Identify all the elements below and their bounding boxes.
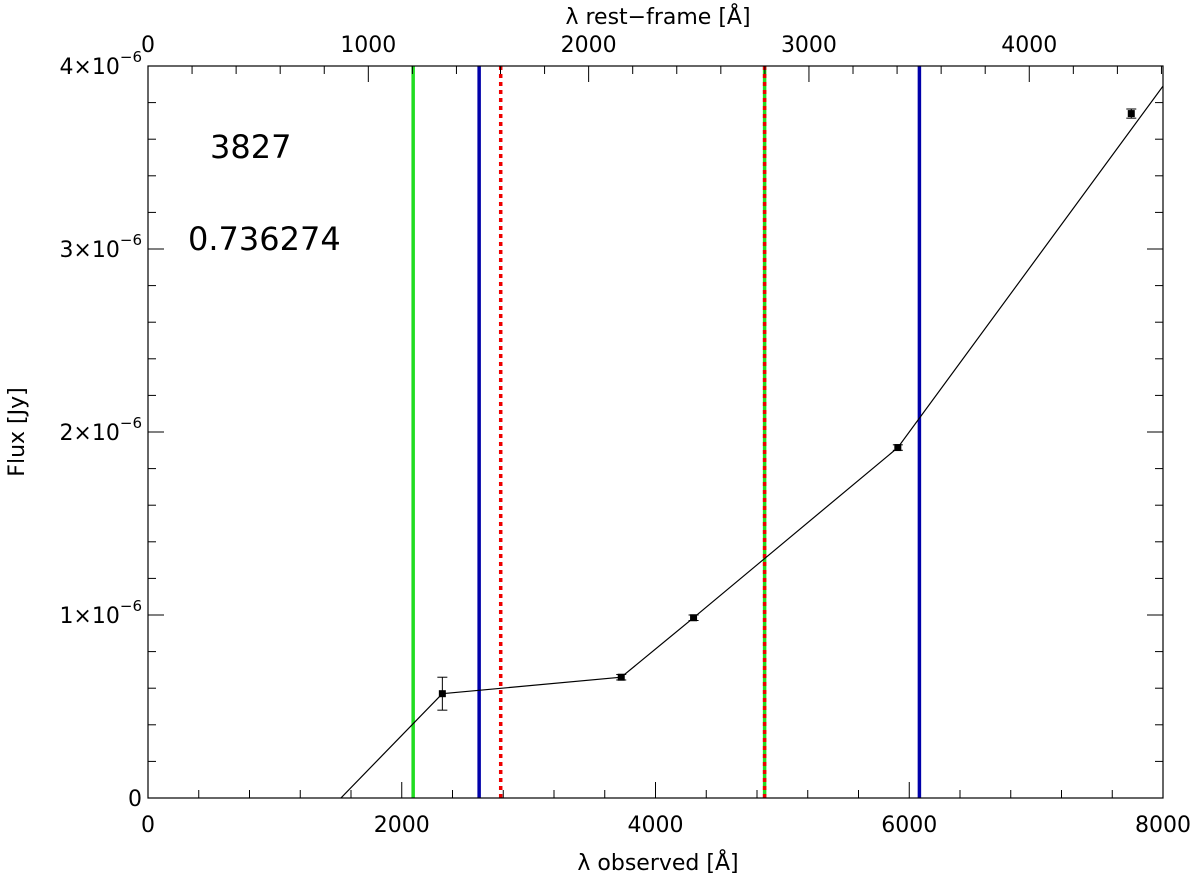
data-points	[437, 108, 1137, 711]
x-tick-label-4: 8000	[1135, 813, 1191, 838]
annotation-id: 3827	[210, 128, 291, 166]
y-tick-label-4: 4×10−6	[59, 48, 142, 80]
y-tick-label-2: 2×10−6	[59, 414, 142, 446]
vertical-lines	[411, 66, 922, 798]
marker-2	[690, 614, 698, 622]
data-point-0	[437, 676, 448, 711]
y-tick-exponent-4: −6	[120, 48, 142, 66]
data-point-1	[616, 673, 627, 681]
y-axis-title: Flux [Jy]	[5, 387, 30, 476]
y-tick-label-3: 3×10−6	[59, 231, 142, 263]
axes	[147, 65, 1164, 799]
x2-tick-label-0: 0	[141, 33, 155, 58]
x-tick-label-2: 4000	[628, 813, 684, 838]
marker-1	[617, 673, 625, 681]
data-point-3	[892, 444, 903, 452]
plot-frame	[147, 65, 1164, 799]
x-tick-label-1: 2000	[374, 813, 430, 838]
x2-tick-label-4: 4000	[1001, 33, 1057, 58]
data-point-4	[1126, 108, 1137, 119]
annotation-value: 0.736274	[188, 220, 341, 258]
y-tick-mantissa-3: 3×10	[59, 238, 119, 263]
model-line	[340, 85, 1163, 798]
y-tick-exponent-2: −6	[120, 414, 142, 432]
y-tick-exponent-3: −6	[120, 231, 142, 249]
marker-4	[1127, 110, 1135, 118]
y-tick-exponent-1: −6	[120, 597, 142, 615]
y-tick-mantissa-2: 2×10	[59, 421, 119, 446]
y-tick-label-1: 1×10−6	[59, 597, 142, 629]
y-tick-mantissa-4: 4×10	[59, 55, 119, 80]
x-axis-title: λ observed [Å]	[577, 849, 738, 876]
y-tick-mantissa-1: 1×10	[59, 604, 119, 629]
model-line-group	[340, 85, 1163, 798]
x2-tick-label-2: 2000	[561, 33, 617, 58]
x2-tick-label-3: 3000	[781, 33, 837, 58]
x2-axis-title: λ rest−frame [Å]	[565, 3, 750, 30]
y-tick-label-0: 0	[128, 787, 142, 812]
marker-0	[438, 690, 446, 698]
data-point-2	[688, 614, 699, 622]
x2-tick-label-1: 1000	[340, 33, 396, 58]
x-tick-label-0: 0	[141, 813, 155, 838]
y-tick-mantissa-0: 0	[128, 787, 142, 812]
x-tick-label-3: 6000	[881, 813, 937, 838]
marker-3	[894, 444, 902, 452]
